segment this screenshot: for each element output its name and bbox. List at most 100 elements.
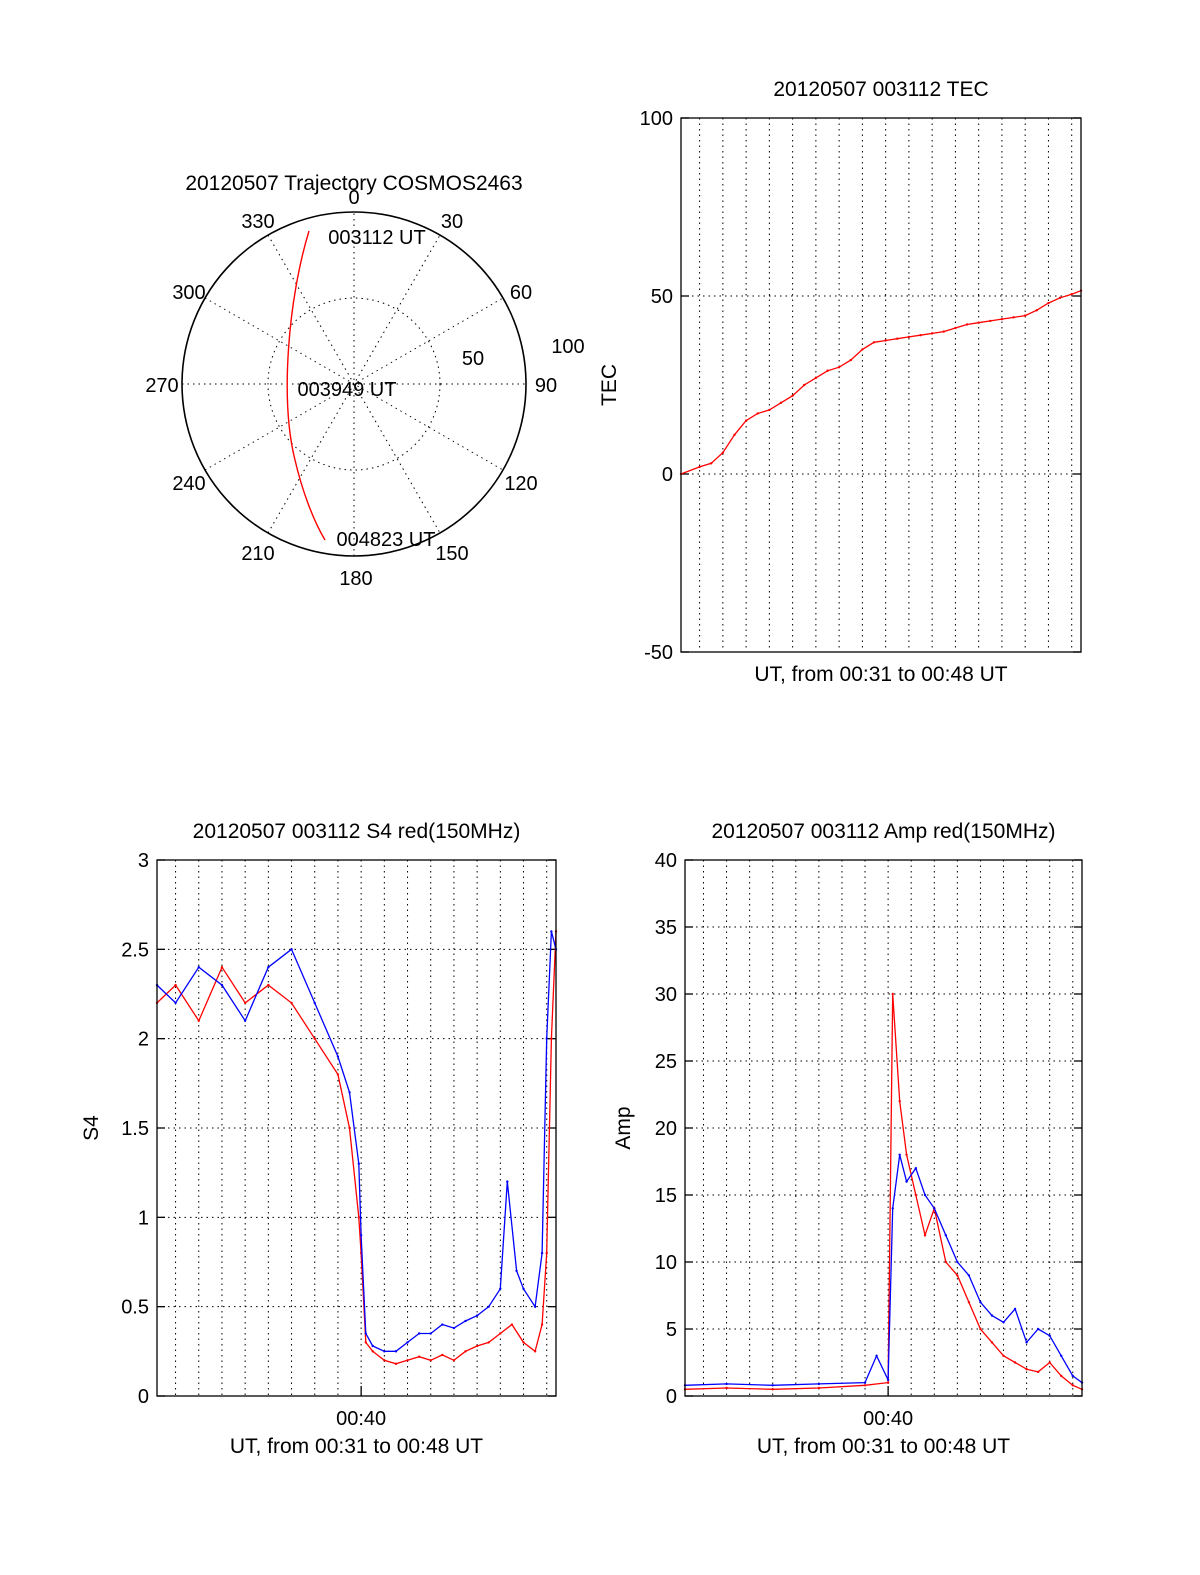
s4-data-point xyxy=(429,1359,432,1362)
s4-data-point xyxy=(550,1037,553,1040)
amp-data-point xyxy=(990,1314,994,1317)
s4-data-point xyxy=(267,983,270,987)
s4-data-point xyxy=(336,1073,340,1076)
tec-data-point xyxy=(1023,314,1027,317)
tec-data-point xyxy=(930,332,934,335)
amp-series-blue-line xyxy=(684,1154,1083,1386)
tec-chart-title: 20120507 003112 TEC xyxy=(773,78,988,101)
amp-data-point xyxy=(914,1167,918,1170)
y-tick-label: 0 xyxy=(666,1386,677,1408)
s4-data-point xyxy=(475,1314,479,1317)
s4-data-point xyxy=(545,1037,548,1040)
tec-data-point xyxy=(1070,293,1073,296)
azimuth-label-240: 240 xyxy=(172,473,205,495)
tec-data-point xyxy=(989,319,992,323)
amp-chart: 0 5 10 15 20 25 30 35 40 00:40 20120507 003112 Amp… xyxy=(612,820,1084,1458)
amp-data-point xyxy=(725,1386,728,1390)
s4-series-blue-line xyxy=(156,931,557,1352)
radius-label-50: 50 xyxy=(462,348,484,370)
tec-data-point xyxy=(733,433,736,437)
s4-data-point xyxy=(220,983,224,987)
y-tick-label: 0 xyxy=(662,464,673,486)
s4-data-point xyxy=(174,1001,177,1005)
trajectory-path xyxy=(286,230,326,541)
s4-data-point xyxy=(452,1359,456,1362)
polar-grid xyxy=(182,212,526,556)
s4-data-point xyxy=(290,1001,293,1005)
azimuth-label-300: 300 xyxy=(172,282,205,304)
amp-data-point xyxy=(1013,1307,1017,1311)
tec-data-point xyxy=(803,383,806,387)
s4-data-point xyxy=(506,1180,509,1183)
amp-data-point xyxy=(891,1207,894,1210)
tec-data-point xyxy=(768,408,771,412)
tec-data-point xyxy=(826,369,829,372)
y-tick-label: 40 xyxy=(655,850,677,872)
s4-series-red-line xyxy=(156,931,557,1365)
s4-data-point xyxy=(267,966,270,969)
tec-data-point xyxy=(791,394,794,397)
azimuth-label-330: 330 xyxy=(241,211,274,233)
amp-data-point xyxy=(944,1260,948,1264)
tec-data-point xyxy=(954,326,957,330)
s4-data-point xyxy=(510,1323,514,1326)
tec-data-point xyxy=(977,321,980,324)
amp-data-point xyxy=(979,1327,982,1331)
y-tick-label: 2.5 xyxy=(121,939,149,961)
amp-x-axis-label: UT, from 00:31 to 00:48 UT xyxy=(757,1435,1010,1458)
s4-data-point xyxy=(371,1344,374,1348)
tec-data-point xyxy=(1058,296,1062,299)
tec-series-red-line xyxy=(680,290,1082,475)
amp-data-point xyxy=(933,1207,936,1210)
y-tick-label: 100 xyxy=(640,108,673,130)
s4-data-point xyxy=(394,1362,398,1366)
tec-data-point xyxy=(849,358,852,362)
tec-data-point xyxy=(1012,316,1015,319)
azimuth-label-90: 90 xyxy=(535,375,557,397)
y-tick-label: 3 xyxy=(138,850,149,872)
amp-data-point xyxy=(1036,1370,1040,1374)
tec-data-point xyxy=(1035,309,1039,312)
y-tick-label: 0.5 xyxy=(121,1297,149,1319)
amp-data-point xyxy=(1002,1354,1005,1358)
s4-data-point xyxy=(243,1001,247,1005)
tec-data-point xyxy=(907,335,911,339)
amp-data-point xyxy=(1048,1334,1051,1337)
amp-data-point xyxy=(967,1301,971,1304)
s4-data-point xyxy=(383,1359,386,1362)
y-tick-label: 25 xyxy=(655,1051,677,1073)
s4-data-point xyxy=(417,1332,421,1335)
s4-y-axis-label: S4 xyxy=(80,1115,103,1141)
s4-data-point xyxy=(357,1162,361,1165)
s4-x-axis-label: UT, from 00:31 to 00:48 UT xyxy=(230,1435,483,1458)
y-tick-label: 0 xyxy=(138,1386,149,1408)
amp-data-point xyxy=(905,1153,908,1157)
polar-ring-50 xyxy=(267,297,441,471)
s4-data-point xyxy=(487,1341,490,1344)
x-tick-label: 00:40 xyxy=(336,1408,386,1430)
radius-label-100: 100 xyxy=(551,336,584,358)
s4-data-point xyxy=(364,1332,367,1335)
amp-data-point xyxy=(944,1234,948,1237)
amp-data-point xyxy=(1036,1327,1040,1331)
amp-data-point xyxy=(817,1382,821,1386)
tec-data-point xyxy=(1047,301,1050,305)
s4-data-point xyxy=(452,1326,456,1330)
y-tick-label: 1.5 xyxy=(121,1118,149,1140)
s4-data-point xyxy=(313,1037,316,1040)
s4-data-point xyxy=(545,1251,548,1255)
amp-data-point xyxy=(1013,1361,1017,1364)
s4-data-point xyxy=(336,1055,340,1058)
amp-data-point xyxy=(863,1384,867,1387)
s4-data-point xyxy=(364,1341,367,1344)
s4-data-point xyxy=(197,1019,200,1022)
amp-data-point xyxy=(891,992,894,996)
s4-data-point xyxy=(464,1319,467,1323)
s4-data-point xyxy=(499,1287,502,1291)
amp-data-point xyxy=(863,1381,867,1384)
y-tick-label: 20 xyxy=(655,1118,677,1140)
tec-data-point xyxy=(965,323,969,326)
tec-plot-frame xyxy=(680,117,1082,653)
s4-data-point xyxy=(540,1323,544,1326)
azimuth-label-270: 270 xyxy=(145,375,178,397)
